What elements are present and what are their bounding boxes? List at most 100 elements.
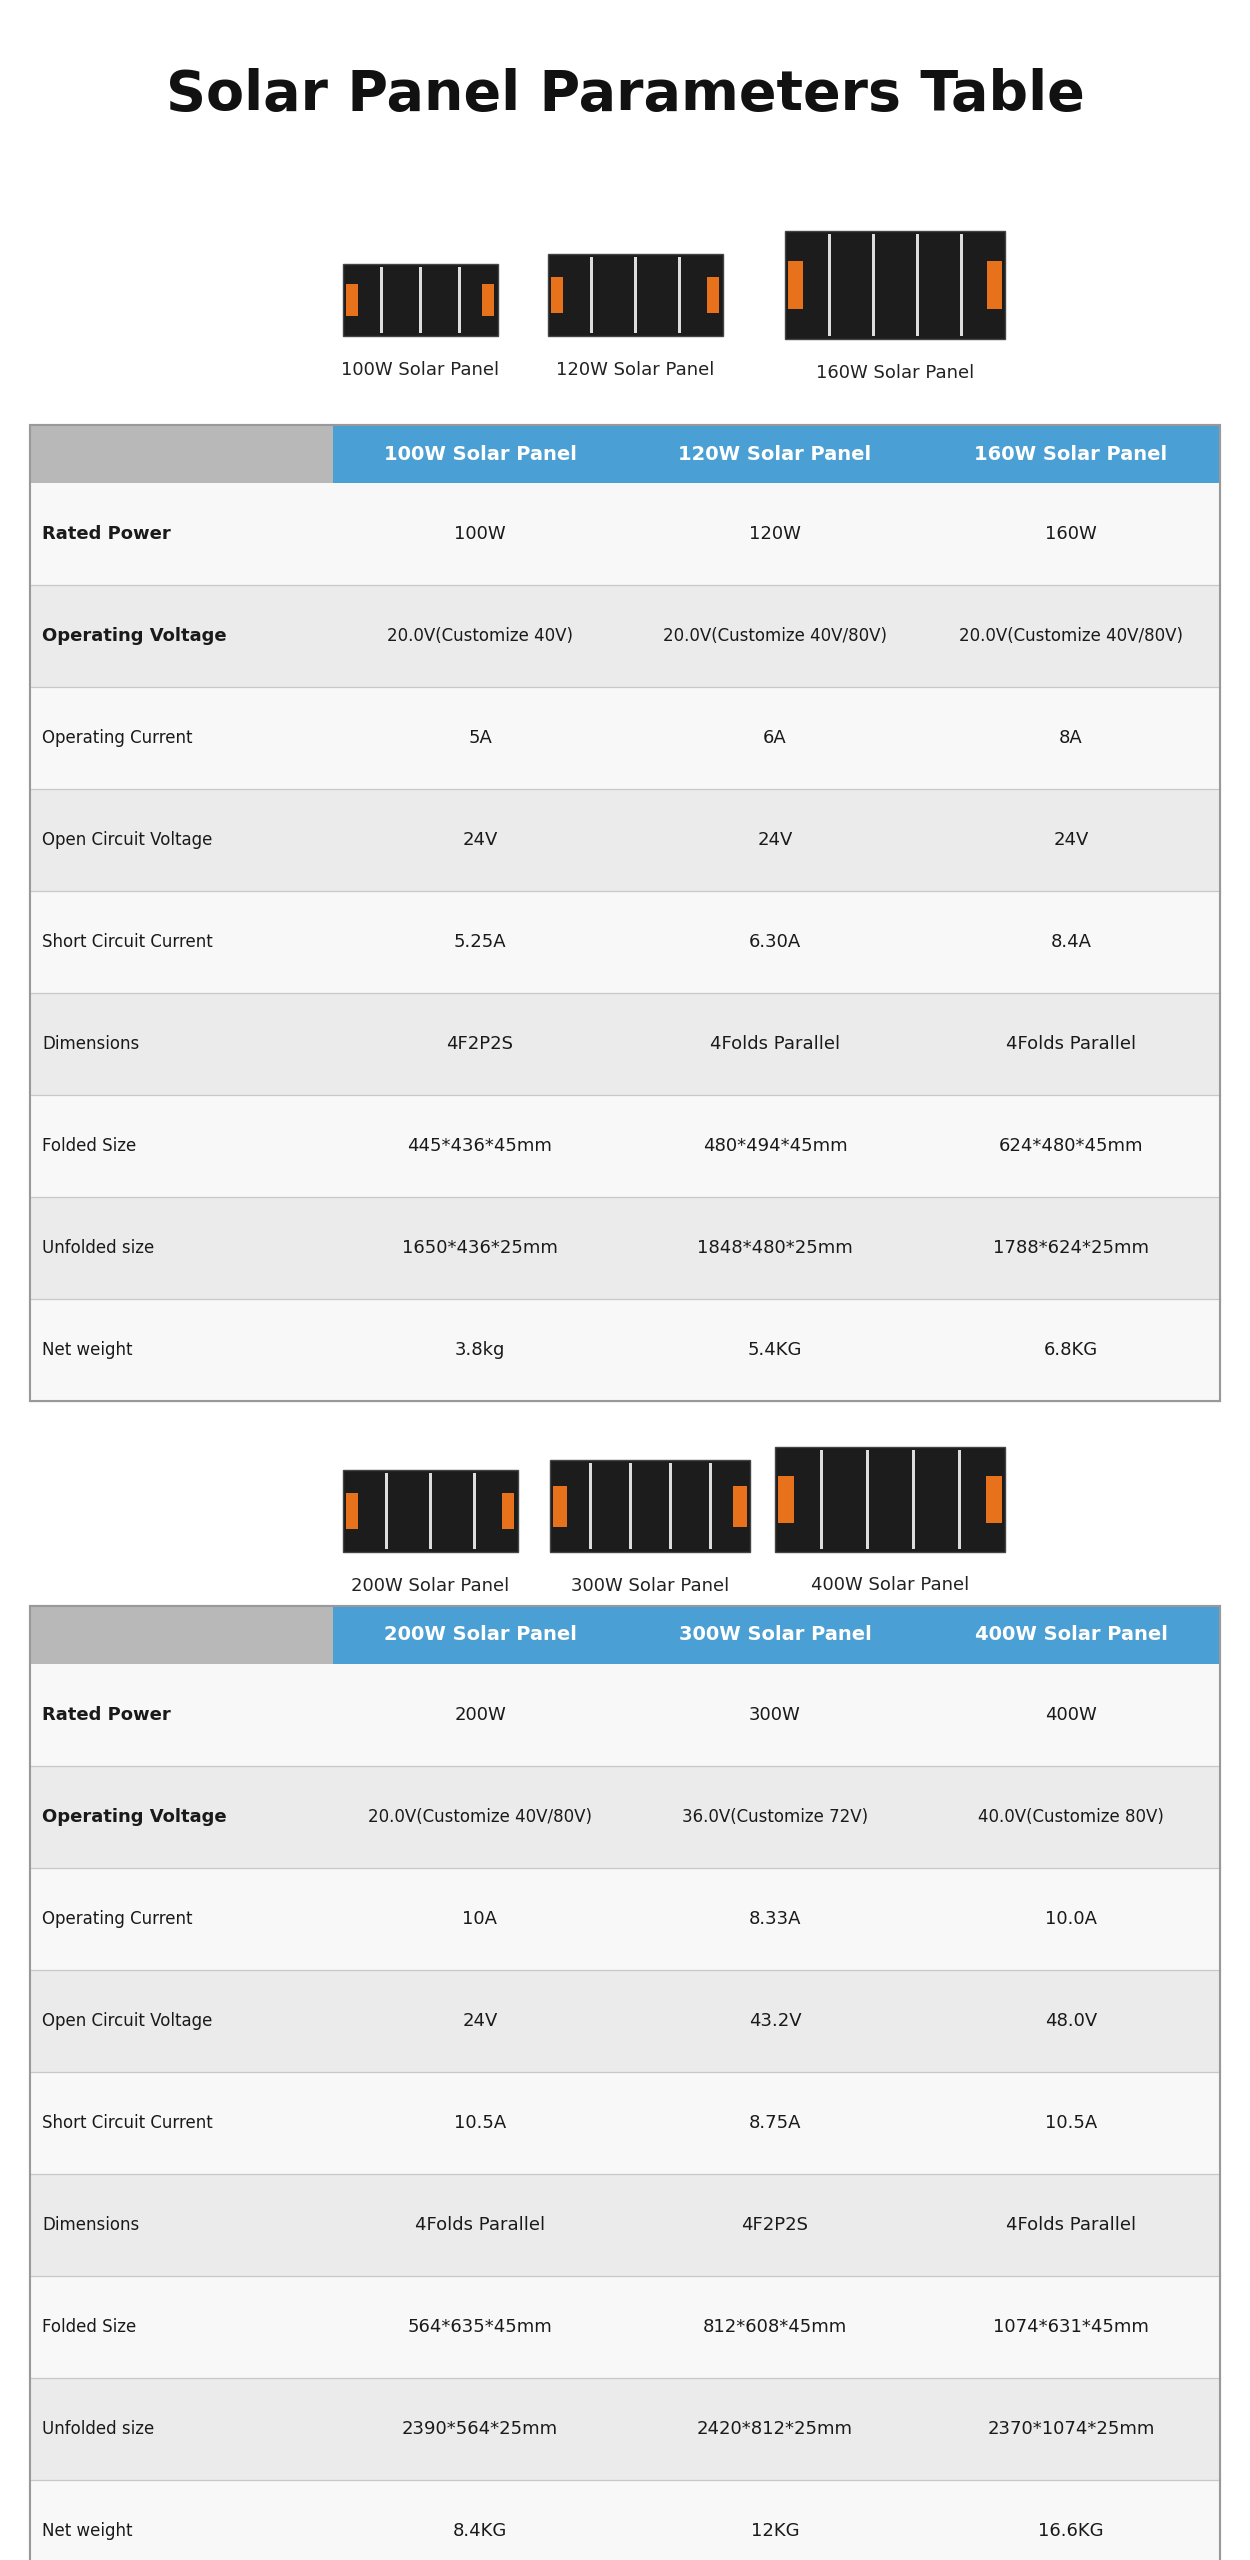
Text: 8.33A: 8.33A <box>749 1910 801 1928</box>
Bar <box>332 425 628 484</box>
Bar <box>988 261 1002 310</box>
Text: 564*635*45mm: 564*635*45mm <box>408 2317 552 2335</box>
Bar <box>346 1492 358 1528</box>
Text: Net weight: Net weight <box>42 1341 132 1359</box>
Text: 6.8KG: 6.8KG <box>1044 1341 1098 1359</box>
Bar <box>678 256 681 333</box>
Bar <box>30 891 1220 993</box>
Bar <box>732 1485 748 1526</box>
Bar <box>342 264 498 335</box>
Text: 5.25A: 5.25A <box>454 932 506 950</box>
Bar <box>552 1485 568 1526</box>
Text: 10.5A: 10.5A <box>1045 2115 1098 2132</box>
Text: Unfolded size: Unfolded size <box>42 1239 154 1257</box>
Bar <box>458 266 461 333</box>
Text: Operating Voltage: Operating Voltage <box>42 1807 226 1825</box>
Text: 100W Solar Panel: 100W Solar Panel <box>384 445 576 463</box>
Text: 160W Solar Panel: 160W Solar Panel <box>975 445 1168 463</box>
Text: 4F2P2S: 4F2P2S <box>741 2217 809 2235</box>
Text: 1074*631*45mm: 1074*631*45mm <box>992 2317 1149 2335</box>
Bar <box>30 1198 1220 1298</box>
Text: 812*608*45mm: 812*608*45mm <box>703 2317 848 2335</box>
Text: Net weight: Net weight <box>42 2522 132 2540</box>
Bar <box>709 1462 712 1549</box>
Text: 2420*812*25mm: 2420*812*25mm <box>698 2419 853 2437</box>
Text: 20.0V(Customize 40V/80V): 20.0V(Customize 40V/80V) <box>368 1807 592 1825</box>
Text: Folded Size: Folded Size <box>42 2317 136 2335</box>
Text: Rated Power: Rated Power <box>42 525 171 543</box>
Bar <box>30 1664 1220 1766</box>
Bar <box>912 1449 915 1549</box>
Text: 8A: 8A <box>1059 730 1082 748</box>
Text: Solar Panel Parameters Table: Solar Panel Parameters Table <box>165 69 1085 123</box>
Bar <box>986 1477 1002 1523</box>
Text: 24V: 24V <box>1054 832 1089 850</box>
Text: 20.0V(Customize 40V): 20.0V(Customize 40V) <box>388 627 572 645</box>
Bar <box>30 1869 1220 1971</box>
Text: Operating Voltage: Operating Voltage <box>42 627 226 645</box>
Text: 48.0V: 48.0V <box>1045 2012 1098 2030</box>
Bar <box>332 1605 628 1664</box>
Text: 300W: 300W <box>749 1705 801 1723</box>
Bar <box>346 284 358 315</box>
Bar <box>922 1605 1220 1664</box>
Text: 200W Solar Panel: 200W Solar Panel <box>384 1626 576 1644</box>
Bar <box>30 686 1220 788</box>
Text: 8.4A: 8.4A <box>1050 932 1091 950</box>
Text: 120W Solar Panel: 120W Solar Panel <box>556 361 714 379</box>
Bar <box>669 1462 672 1549</box>
Bar <box>30 1605 1220 2560</box>
Text: 4Folds Parallel: 4Folds Parallel <box>1006 2217 1136 2235</box>
Text: 300W Solar Panel: 300W Solar Panel <box>571 1577 729 1595</box>
Bar <box>30 2173 1220 2276</box>
Bar <box>503 1492 514 1528</box>
Bar <box>30 1096 1220 1198</box>
Bar <box>429 1472 432 1549</box>
Text: 445*436*45mm: 445*436*45mm <box>408 1137 552 1155</box>
Text: 200W: 200W <box>454 1705 506 1723</box>
Bar <box>30 425 1220 1400</box>
Bar <box>828 233 831 335</box>
Text: 8.75A: 8.75A <box>749 2115 801 2132</box>
Text: 200W Solar Panel: 200W Solar Panel <box>351 1577 509 1595</box>
Text: 624*480*45mm: 624*480*45mm <box>999 1137 1144 1155</box>
Text: 12KG: 12KG <box>751 2522 799 2540</box>
Bar <box>820 1449 822 1549</box>
Bar <box>385 1472 388 1549</box>
Bar <box>629 1462 632 1549</box>
Text: 300W Solar Panel: 300W Solar Panel <box>679 1626 871 1644</box>
Bar <box>30 1298 1220 1400</box>
Bar <box>628 425 922 484</box>
Bar <box>960 233 962 335</box>
Text: 24V: 24V <box>462 832 498 850</box>
Bar <box>590 256 592 333</box>
Text: 400W Solar Panel: 400W Solar Panel <box>975 1626 1168 1644</box>
Bar <box>30 1605 332 1664</box>
Text: Open Circuit Voltage: Open Circuit Voltage <box>42 832 212 850</box>
Text: 10A: 10A <box>462 1910 498 1928</box>
Text: 4Folds Parallel: 4Folds Parallel <box>710 1034 840 1052</box>
Text: 10.5A: 10.5A <box>454 2115 506 2132</box>
Bar <box>589 1462 592 1549</box>
Bar <box>30 586 1220 686</box>
Text: 4F2P2S: 4F2P2S <box>446 1034 514 1052</box>
Bar <box>30 2276 1220 2378</box>
Bar <box>482 284 494 315</box>
Text: 6.30A: 6.30A <box>749 932 801 950</box>
Text: 3.8kg: 3.8kg <box>455 1341 505 1359</box>
Bar <box>30 1971 1220 2071</box>
Bar <box>30 1605 1220 2560</box>
Text: 120W: 120W <box>749 525 801 543</box>
Text: 36.0V(Customize 72V): 36.0V(Customize 72V) <box>682 1807 867 1825</box>
Bar <box>551 276 562 312</box>
Text: Rated Power: Rated Power <box>42 1705 171 1723</box>
Text: 1848*480*25mm: 1848*480*25mm <box>698 1239 853 1257</box>
Text: 43.2V: 43.2V <box>749 2012 801 2030</box>
Text: 5A: 5A <box>468 730 492 748</box>
Text: 5.4KG: 5.4KG <box>748 1341 802 1359</box>
Text: 400W: 400W <box>1045 1705 1098 1723</box>
Bar <box>472 1472 476 1549</box>
Text: Short Circuit Current: Short Circuit Current <box>42 2115 212 2132</box>
Text: 1650*436*25mm: 1650*436*25mm <box>402 1239 558 1257</box>
Text: 10.0A: 10.0A <box>1045 1910 1098 1928</box>
